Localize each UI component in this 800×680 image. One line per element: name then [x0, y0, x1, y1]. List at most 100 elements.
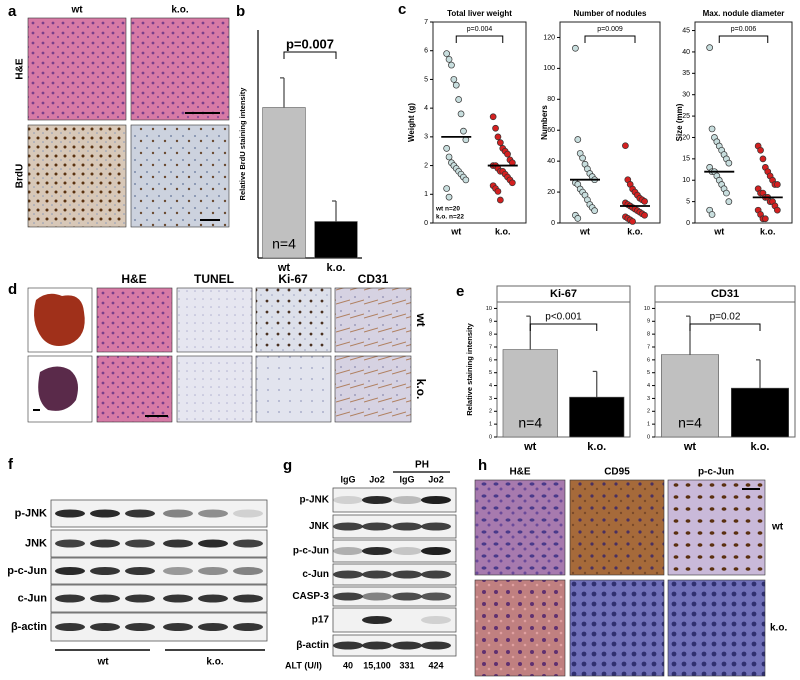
y-tick-label: 4: [647, 383, 650, 389]
data-point: [443, 144, 450, 152]
data-point: [759, 155, 767, 163]
blot-strip: [50, 499, 268, 528]
blot-band: [233, 539, 263, 548]
x-tick-label: k.o.: [495, 226, 511, 236]
row-label: BrdU: [15, 164, 26, 188]
chart-frame: [559, 21, 661, 224]
chart-title: Number of nodules: [574, 9, 647, 18]
y-tick-label: 40: [682, 49, 690, 56]
data-point: [579, 154, 586, 162]
significance-bracket: [529, 323, 598, 331]
blot-band: [125, 509, 155, 518]
micrograph: [667, 479, 766, 576]
blot-band: [362, 522, 392, 531]
chart-frame: [432, 21, 527, 224]
blot-band: [362, 592, 392, 601]
micrograph: [569, 479, 665, 576]
blot-band: [55, 623, 85, 631]
data-point: [773, 206, 781, 214]
micrograph: [255, 287, 332, 353]
panel-letter: d: [8, 281, 17, 298]
data-point: [641, 198, 648, 205]
blot-strip: [50, 584, 268, 613]
blot-band: [392, 570, 422, 579]
data-point: [708, 125, 716, 133]
y-tick-label: 100: [543, 65, 555, 72]
bar: [262, 107, 306, 259]
blot-band: [421, 641, 451, 650]
y-tick-label: 2: [647, 409, 650, 415]
row-label: wt: [771, 522, 784, 533]
y-tick-label: 10: [682, 177, 690, 184]
blot-band: [163, 509, 193, 518]
group-label: wt: [96, 657, 109, 668]
chart-frame: [654, 285, 796, 438]
blot-band: [362, 547, 392, 555]
chart-frame: [496, 285, 631, 438]
blot-band: [333, 641, 363, 650]
alt-value: 40: [343, 660, 353, 670]
panel-letter: c: [398, 1, 406, 18]
row-label: p-c-Jun: [293, 546, 329, 557]
micrograph: [130, 124, 230, 228]
y-tick-label: 15: [682, 156, 690, 163]
y-tick-label: 6: [489, 357, 492, 363]
data-point: [574, 215, 582, 222]
column-label: H&E: [121, 272, 146, 286]
y-tick-label: 5: [489, 370, 492, 376]
y-tick-label: 3: [489, 396, 492, 402]
data-point: [443, 185, 450, 192]
y-tick-label: 3: [424, 134, 428, 141]
chart-title: CD31: [711, 288, 739, 300]
data-point: [443, 50, 450, 57]
row-label: p-c-Jun: [7, 565, 47, 577]
significance-bracket: [584, 35, 636, 43]
blot-band: [333, 496, 363, 504]
blot-band: [125, 623, 155, 631]
p-value: p=0.006: [731, 26, 757, 33]
data-point: [497, 196, 504, 204]
data-point: [574, 136, 582, 143]
y-tick-label: 7: [424, 19, 428, 26]
blot-band: [421, 592, 451, 601]
blot-strip: [50, 557, 268, 585]
row-label: β-actin: [11, 621, 47, 633]
y-tick-label: 1: [647, 422, 650, 428]
y-tick-label: 8: [647, 332, 650, 338]
y-tick-label: 5: [424, 76, 428, 83]
column-label: CD31: [358, 272, 389, 286]
y-tick-label: 1: [489, 422, 492, 428]
micrograph: [27, 17, 127, 121]
x-tick-label: wt: [683, 441, 697, 453]
blot-band: [233, 594, 263, 603]
p-value: p=0.004: [467, 26, 493, 33]
column-label: H&E: [509, 467, 530, 478]
alt-value: 331: [399, 660, 414, 670]
p-value: p=0.007: [286, 36, 334, 51]
micrograph: [474, 579, 566, 677]
data-point: [497, 139, 504, 146]
blot-band: [392, 496, 422, 504]
data-point: [462, 176, 470, 184]
data-point: [504, 150, 511, 158]
alt-value: 424: [428, 660, 443, 670]
row-label: p17: [312, 615, 330, 626]
p-value: p=0.009: [597, 26, 623, 33]
y-tick-label: 20: [682, 134, 690, 141]
y-tick-label: 10: [486, 306, 492, 312]
blot-band: [362, 616, 392, 624]
y-tick-label: 3: [647, 396, 650, 402]
blot-strip: [50, 612, 268, 642]
blot-band: [392, 641, 422, 650]
blot-band: [55, 509, 85, 518]
y-tick-label: 0: [489, 434, 492, 440]
data-point: [452, 81, 460, 89]
data-point: [773, 181, 781, 188]
data-point: [455, 96, 462, 103]
x-tick-label: wt: [713, 226, 724, 236]
blot-band: [362, 641, 392, 650]
data-point: [448, 61, 455, 69]
y-tick-label: 7: [489, 344, 492, 350]
blot-band: [55, 594, 85, 603]
blot-band: [198, 567, 228, 575]
